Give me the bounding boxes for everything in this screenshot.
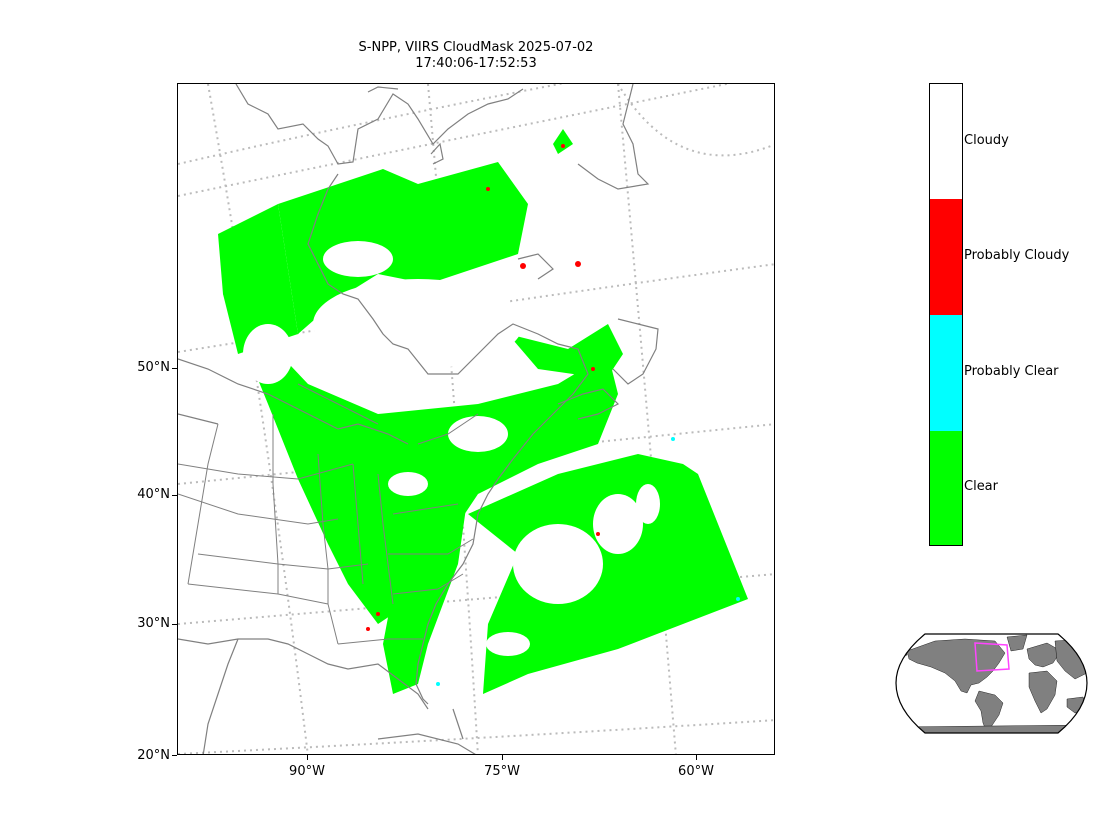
- lat-label-30n: 30°N: [137, 616, 170, 631]
- xtick-90w: [307, 755, 308, 760]
- lat-label-20n: 20°N: [137, 748, 170, 763]
- ytick-30n: [172, 624, 177, 625]
- cloudmask-probably: [366, 144, 740, 686]
- cloudmask-cloudy: [243, 241, 660, 656]
- graticule-90w: [207, 84, 309, 754]
- plot-title-line2: 17:40:06-17:52:53: [415, 56, 537, 71]
- globe-locator-icon: [895, 633, 1088, 734]
- colorbar-label-clear: Clear: [964, 479, 998, 494]
- lon-label-60w: 60°W: [678, 764, 714, 779]
- lat-label-40n: 40°N: [137, 487, 170, 502]
- inset-swath-outline: [974, 642, 1010, 672]
- lon-label-75w: 75°W: [484, 764, 520, 779]
- map-canvas: [178, 84, 774, 754]
- colorbar-label-probably-clear: Probably Clear: [964, 364, 1059, 379]
- xtick-75w: [502, 755, 503, 760]
- colorbar-probably-cloudy: [930, 199, 962, 315]
- ytick-40n: [172, 495, 177, 496]
- colorbar-probably-clear: [930, 315, 962, 431]
- xtick-60w: [696, 755, 697, 760]
- lat-label-50n: 50°N: [137, 360, 170, 375]
- colorbar-label-cloudy: Cloudy: [964, 133, 1009, 148]
- colorbar: [929, 83, 963, 546]
- colorbar-cloudy: [930, 84, 962, 199]
- ytick-50n: [172, 368, 177, 369]
- coastlines: [178, 84, 659, 754]
- colorbar-clear: [930, 431, 962, 545]
- ytick-20n: [172, 755, 177, 756]
- state-borders: [178, 383, 479, 645]
- lon-label-90w: 90°W: [289, 764, 325, 779]
- map-panel[interactable]: [177, 83, 775, 755]
- colorbar-label-probably-cloudy: Probably Cloudy: [964, 248, 1070, 263]
- plot-title-line1: S-NPP, VIIRS CloudMask 2025-07-02: [358, 40, 594, 55]
- cloudmask-clear: [218, 129, 748, 694]
